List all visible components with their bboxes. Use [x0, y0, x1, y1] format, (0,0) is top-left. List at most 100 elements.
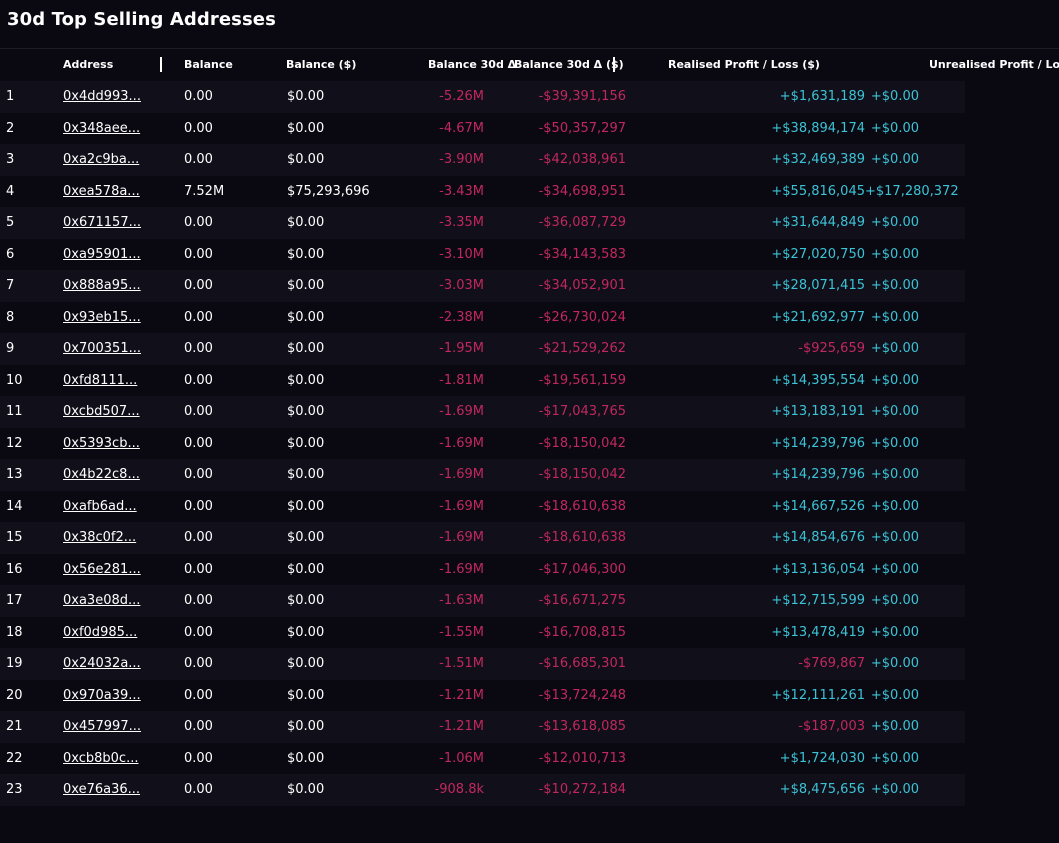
balance-cell: 0.00: [184, 498, 213, 514]
address-link[interactable]: 0xcbd507...: [63, 404, 140, 420]
address-link[interactable]: 0x348aee...: [63, 120, 141, 136]
realised-pl-cell: +$12,715,599: [771, 593, 865, 609]
address-link[interactable]: 0x38c0f2...: [63, 530, 137, 546]
address-cell: 0x24032a...: [63, 648, 176, 680]
table-row[interactable]: 21 0x457997... 0.00 $0.00 -1.21M -$13,618,085…: [0, 711, 965, 743]
balance-30d-usd-cell: -$19,561,159: [538, 372, 626, 388]
realised-pl-cell: +$27,020,750: [771, 246, 865, 262]
table-row[interactable]: 10 0xfd8111... 0.00 $0.00 -1.81M -$19,561,159…: [0, 364, 965, 396]
balance-cell: 0.00: [184, 120, 213, 136]
address-link[interactable]: 0x671157...: [63, 215, 141, 231]
address-link[interactable]: 0xcb8b0c...: [63, 750, 139, 766]
rank-cell: 18: [6, 624, 23, 640]
table-row[interactable]: 17 0xa3e08d... 0.00 $0.00 -1.63M -$16,671,275…: [0, 585, 965, 617]
address-link[interactable]: 0x4dd993...: [63, 89, 141, 105]
header-balance[interactable]: Balance: [176, 49, 276, 81]
balance-30d-usd-cell: -$17,046,300: [538, 561, 626, 577]
table-row[interactable]: 1 0x4dd993... 0.00 $0.00 -5.26M -$39,391,156 +…: [0, 81, 965, 113]
balance-usd-cell: $0.00: [287, 435, 325, 451]
address-cell: 0x5393cb...: [63, 428, 176, 460]
balance-usd-cell: $0.00: [287, 530, 325, 546]
balance-30d-cell: -908.8k: [434, 782, 484, 798]
unrealised-pl-cell: +$0.00: [870, 152, 919, 168]
address-link[interactable]: 0xa2c9ba...: [63, 152, 140, 168]
table-row[interactable]: 19 0x24032a... 0.00 $0.00 -1.51M -$16,685,301…: [0, 648, 965, 680]
address-cell: 0x4dd993...: [63, 81, 176, 113]
header-balance-30d-label: Balance 30d Δ: [428, 58, 517, 71]
address-link[interactable]: 0xafb6ad...: [63, 498, 137, 514]
rank-cell: 15: [6, 530, 23, 546]
balance-30d-usd-cell: -$39,391,156: [538, 89, 626, 105]
unrealised-pl-cell: +$0.00: [870, 530, 919, 546]
balance-30d-cell: -1.69M: [439, 467, 484, 483]
address-link[interactable]: 0x56e281...: [63, 561, 141, 577]
address-link[interactable]: 0x457997...: [63, 719, 141, 735]
address-cell: 0x56e281...: [63, 554, 176, 586]
unrealised-pl-cell: +$0.00: [870, 435, 919, 451]
table-row[interactable]: 12 0x5393cb... 0.00 $0.00 -1.69M -$18,150,042…: [0, 427, 965, 460]
unrealised-pl-cell: +$0.00: [870, 656, 919, 672]
balance-usd-cell: $0.00: [287, 498, 325, 514]
realised-pl-cell: +$14,239,796: [771, 435, 865, 451]
address-link[interactable]: 0xe76a36...: [63, 782, 141, 798]
balance-cell: 0.00: [184, 467, 213, 483]
column-resize-handle[interactable]: [160, 57, 162, 72]
unrealised-pl-cell: +$17,280,372: [865, 183, 959, 199]
header-balance-30d-usd[interactable]: Balance 30d Δ ($): [502, 49, 640, 81]
table-row[interactable]: 16 0x56e281... 0.00 $0.00 -1.69M -$17,046,300…: [0, 553, 965, 586]
balance-usd-cell: $0.00: [287, 561, 325, 577]
balance-cell: 0.00: [184, 687, 213, 703]
unrealised-pl-cell: +$0.00: [870, 89, 919, 105]
header-unrealised[interactable]: Unrealised Profit / Loss ($): [865, 49, 1059, 81]
balance-30d-cell: -2.38M: [439, 309, 484, 325]
balance-cell: 0.00: [184, 152, 213, 168]
table-row[interactable]: 4 0xea578a... 7.52M $75,293,696 -3.43M -$34,6…: [0, 175, 965, 207]
table-row[interactable]: 23 0xe76a36... 0.00 $0.00 -908.8k -$10,272,18…: [0, 774, 965, 806]
balance-30d-usd-cell: -$34,698,951: [538, 183, 626, 199]
table-row[interactable]: 13 0x4b22c8... 0.00 $0.00 -1.69M -$18,150,042…: [0, 459, 965, 491]
address-link[interactable]: 0x888a95...: [63, 278, 141, 294]
table-row[interactable]: 5 0x671157... 0.00 $0.00 -3.35M -$36,087,729 +…: [0, 207, 965, 239]
balance-cell: 0.00: [184, 215, 213, 231]
rank-cell: 2: [6, 120, 15, 136]
header-address[interactable]: Address: [63, 49, 176, 81]
table-row[interactable]: 14 0xafb6ad... 0.00 $0.00 -1.69M -$18,610,638…: [0, 490, 965, 522]
table-row[interactable]: 20 0x970a39... 0.00 $0.00 -1.21M -$13,724,248…: [0, 679, 965, 711]
balance-30d-usd-cell: -$18,150,042: [538, 435, 626, 451]
address-link[interactable]: 0x93eb15...: [63, 309, 141, 325]
rank-cell: 21: [6, 719, 23, 735]
address-link[interactable]: 0x970a39...: [63, 687, 141, 703]
balance-30d-usd-cell: -$50,357,297: [538, 120, 626, 136]
address-link[interactable]: 0xea578a...: [63, 183, 140, 199]
column-resize-handle[interactable]: [613, 57, 615, 72]
rank-cell: 3: [6, 152, 15, 168]
table-row[interactable]: 7 0x888a95... 0.00 $0.00 -3.03M -$34,052,901 +…: [0, 270, 965, 302]
address-cell: 0x348aee...: [63, 113, 176, 145]
header-realised[interactable]: Realised Profit / Loss ($): [640, 49, 865, 81]
header-balance-30d[interactable]: Balance 30d Δ: [397, 49, 516, 81]
table-row[interactable]: 3 0xa2c9ba... 0.00 $0.00 -3.90M -$42,038,961 +…: [0, 144, 965, 176]
balance-30d-usd-cell: -$34,143,583: [538, 246, 626, 262]
table-row[interactable]: 2 0x348aee... 0.00 $0.00 -4.67M -$50,357,297 +…: [0, 112, 965, 145]
address-link[interactable]: 0x24032a...: [63, 656, 141, 672]
table-row[interactable]: 22 0xcb8b0c... 0.00 $0.00 -1.06M -$12,010,713…: [0, 742, 965, 774]
address-link[interactable]: 0x4b22c8...: [63, 467, 140, 483]
table-row[interactable]: 11 0xcbd507... 0.00 $0.00 -1.69M -$17,043,765…: [0, 396, 965, 428]
balance-usd-cell: $0.00: [287, 372, 325, 388]
balance-cell: 0.00: [184, 750, 213, 766]
balance-30d-cell: -1.21M: [439, 687, 484, 703]
table-row[interactable]: 6 0xa95901... 0.00 $0.00 -3.10M -$34,143,583 +…: [0, 238, 965, 270]
address-link[interactable]: 0xa3e08d...: [63, 593, 141, 609]
address-link[interactable]: 0x5393cb...: [63, 435, 140, 451]
table-row[interactable]: 8 0x93eb15... 0.00 $0.00 -2.38M -$26,730,024 +…: [0, 301, 965, 333]
table-row[interactable]: 18 0xf0d985... 0.00 $0.00 -1.55M -$16,708,815…: [0, 616, 965, 648]
address-link[interactable]: 0xfd8111...: [63, 372, 138, 388]
address-link[interactable]: 0x700351...: [63, 341, 141, 357]
address-link[interactable]: 0xa95901...: [63, 246, 141, 262]
realised-pl-cell: -$769,867: [798, 656, 865, 672]
header-balance-usd[interactable]: Balance ($): [276, 49, 397, 81]
table-row[interactable]: 9 0x700351... 0.00 $0.00 -1.95M -$21,529,262 -…: [0, 333, 965, 365]
table-row[interactable]: 15 0x38c0f2... 0.00 $0.00 -1.69M -$18,610,638…: [0, 522, 965, 554]
address-link[interactable]: 0xf0d985...: [63, 624, 138, 640]
balance-30d-usd-cell: -$16,708,815: [538, 624, 626, 640]
